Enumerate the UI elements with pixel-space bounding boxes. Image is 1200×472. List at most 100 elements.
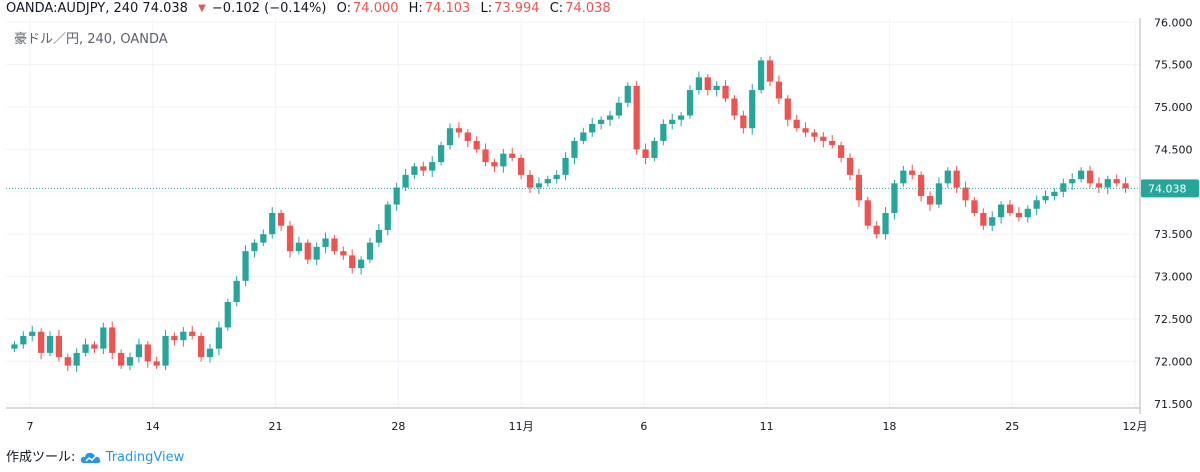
candle-body: [766, 60, 774, 82]
candle-body: [1051, 191, 1058, 197]
y-tick-label: 71.500: [1154, 398, 1193, 411]
candle-body: [1078, 170, 1085, 180]
candle-body: [278, 213, 285, 226]
candle-body: [838, 145, 845, 158]
candle-body: [562, 157, 569, 175]
candle-body: [118, 352, 125, 366]
candle-body: [286, 225, 294, 252]
candle-body: [535, 183, 542, 188]
candle-body: [660, 123, 667, 141]
candle-body: [900, 170, 907, 184]
candle-body: [633, 85, 640, 150]
candle-body: [971, 200, 978, 213]
candle-body: [669, 119, 676, 124]
candle-body: [473, 140, 480, 150]
candle-body: [55, 335, 62, 358]
candle-body: [1024, 208, 1031, 218]
candle-body: [953, 170, 960, 188]
candle-body: [615, 102, 622, 116]
candle-body: [429, 162, 436, 171]
candle-body: [295, 242, 302, 252]
candle-body: [358, 259, 365, 269]
candle-body: [580, 132, 587, 141]
candle-body: [624, 85, 631, 103]
footer-prefix: 作成ツール:: [6, 450, 76, 465]
candle-body: [944, 170, 951, 184]
candle-body: [251, 242, 258, 252]
candle-body: [198, 335, 205, 358]
price-change: −0.102 (−0.14%): [211, 1, 327, 16]
last-price-badge-label: 74.038: [1148, 182, 1187, 195]
candle-body: [926, 196, 934, 205]
y-tick-label: 76.000: [1154, 18, 1193, 29]
candle-body: [482, 149, 489, 163]
price-chart[interactable]: 76.00075.50075.00074.50074.00073.50073.0…: [0, 16, 1200, 440]
candle-body: [811, 132, 818, 137]
candle-body: [855, 174, 862, 201]
candle-body: [1086, 170, 1094, 184]
candle-body: [38, 331, 45, 353]
y-tick-label: 74.500: [1154, 143, 1193, 156]
candle-body: [1113, 179, 1120, 184]
candle-body: [420, 166, 427, 171]
candle-body: [126, 357, 134, 366]
candle-body: [740, 115, 747, 129]
candle-body: [384, 204, 391, 230]
candle-body: [491, 162, 498, 167]
candle-body: [340, 251, 347, 256]
x-tick-label: 11月: [509, 420, 534, 433]
candle-body: [1015, 213, 1022, 218]
close-label: C:: [549, 1, 564, 16]
candle-body: [349, 255, 356, 269]
candle-body: [269, 213, 276, 235]
candle-body: [989, 217, 996, 226]
footer: 作成ツール: TradingView: [6, 446, 184, 465]
candle-body: [829, 140, 836, 146]
candle-body: [233, 280, 240, 303]
tradingview-link[interactable]: TradingView: [105, 450, 185, 465]
candle-body: [109, 327, 116, 353]
candle-body: [571, 140, 578, 158]
x-tick-label: 7: [27, 420, 34, 433]
candle-body: [11, 344, 18, 349]
y-tick-label: 75.000: [1154, 101, 1193, 114]
x-tick-label: 28: [391, 420, 405, 433]
candle-body: [1060, 183, 1067, 192]
candle-body: [704, 77, 711, 91]
y-tick-label: 73.000: [1154, 271, 1193, 284]
candle-body: [784, 98, 791, 120]
candle-body: [1122, 183, 1129, 189]
x-tick-label: 18: [882, 420, 896, 433]
candle-body: [642, 149, 649, 158]
candle-body: [606, 115, 614, 120]
candle-body: [758, 60, 765, 91]
candle-body: [29, 331, 36, 336]
chart-area[interactable]: 76.00075.50075.00074.50074.00073.50073.0…: [0, 16, 1200, 440]
candle-body: [206, 348, 214, 358]
candle-body: [553, 174, 560, 180]
tradingview-cloud-icon: [80, 452, 100, 463]
x-tick-label: 21: [269, 420, 283, 433]
candle-body: [918, 174, 925, 197]
candle-body: [722, 85, 729, 99]
candle-body: [678, 115, 685, 120]
open-value: 74.000: [353, 1, 399, 16]
candle-body: [793, 119, 800, 129]
y-tick-label: 72.000: [1154, 355, 1193, 368]
candle-body: [438, 145, 445, 163]
low-value: 73.994: [494, 1, 540, 16]
candle-body: [713, 85, 720, 91]
candle-body: [998, 204, 1005, 218]
candle-body: [189, 331, 196, 336]
candle-body: [464, 132, 471, 141]
candle-body: [544, 179, 551, 184]
candle-body: [749, 90, 756, 129]
candle-body: [64, 357, 71, 366]
x-tick-label: 11: [760, 420, 774, 433]
candle-body: [393, 187, 400, 205]
candle-body: [215, 327, 222, 349]
candle-body: [935, 183, 942, 205]
candle-body: [500, 153, 507, 167]
chart-subtitle: 豪ドル／円, 240, OANDA: [14, 32, 168, 47]
candle-body: [846, 157, 854, 175]
